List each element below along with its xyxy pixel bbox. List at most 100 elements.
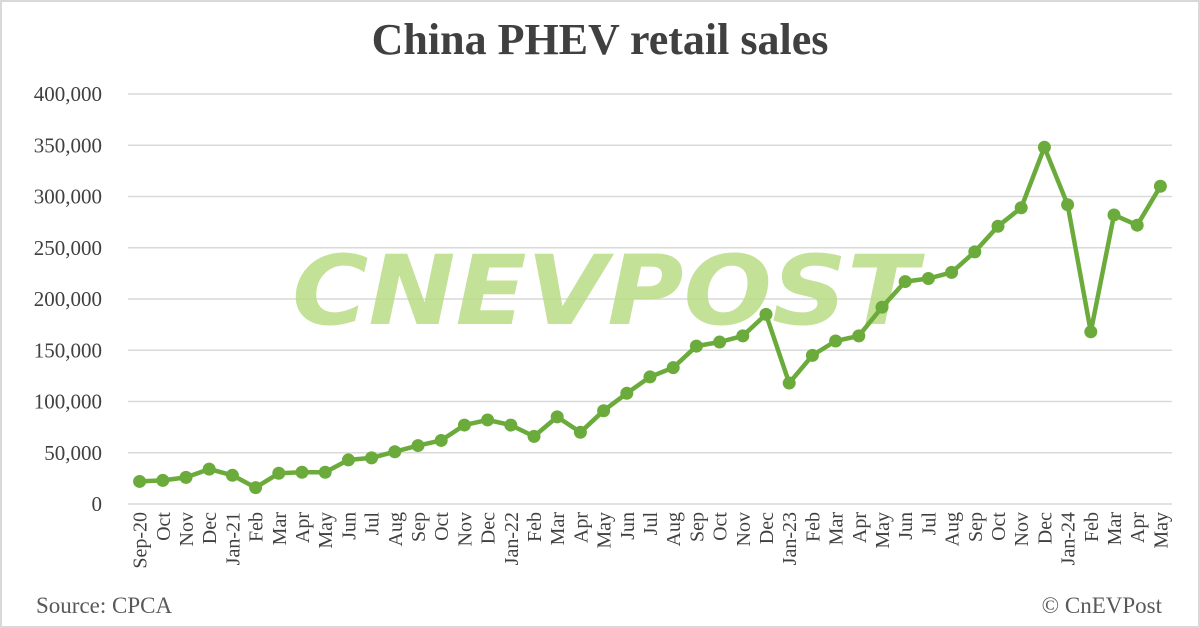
- data-point-marker: [550, 410, 564, 424]
- data-point-marker: [1130, 218, 1144, 232]
- gridlines: [128, 93, 1172, 505]
- x-tick-label: Jan-22: [501, 512, 523, 565]
- y-axis-labels: 0 50,000 100,000 150,000 200,000 250,000 300,0…: [34, 82, 102, 516]
- data-point-marker: [434, 433, 448, 447]
- data-point-marker: [225, 468, 239, 482]
- data-point-marker: [1084, 325, 1098, 339]
- data-point-marker: [736, 329, 750, 343]
- y-tick-label: 50,000: [44, 441, 102, 465]
- x-tick-label: Aug: [942, 512, 964, 546]
- copyright-note: © CnEVPost: [1041, 593, 1162, 618]
- y-tick-label: 0: [92, 492, 103, 516]
- data-point-marker: [713, 335, 727, 349]
- x-tick-label: Apr: [292, 512, 314, 543]
- x-tick-label: Jun: [617, 512, 639, 540]
- x-tick-label: Oct: [988, 512, 1010, 541]
- x-tick-label: Jun: [338, 512, 360, 540]
- data-point-marker: [620, 386, 634, 400]
- x-tick-label: Aug: [663, 512, 685, 546]
- data-point-marker: [666, 361, 680, 375]
- x-tick-label: Aug: [385, 512, 407, 546]
- x-tick-label: Nov: [1011, 512, 1033, 546]
- source-note: Source: CPCA: [36, 593, 173, 618]
- chart-title: China PHEV retail sales: [371, 15, 829, 64]
- x-tick-label: May: [315, 512, 337, 549]
- data-point-marker: [875, 300, 889, 314]
- y-tick-label: 400,000: [34, 82, 102, 106]
- x-tick-label: Dec: [199, 512, 221, 544]
- data-point-marker: [759, 307, 773, 321]
- x-tick-label: Jan-23: [779, 512, 801, 565]
- y-tick-label: 100,000: [34, 390, 102, 414]
- data-point-marker: [991, 219, 1005, 233]
- x-tick-label: Apr: [570, 512, 592, 543]
- x-tick-label: Jul: [640, 512, 662, 536]
- x-tick-label: Sep-20: [130, 512, 152, 569]
- data-point-marker: [782, 376, 796, 390]
- data-point-marker: [689, 339, 703, 353]
- data-point-marker: [365, 451, 379, 465]
- x-tick-label: Sep: [408, 512, 430, 542]
- data-point-marker: [179, 470, 193, 484]
- x-tick-label: Jul: [918, 512, 940, 536]
- data-point-marker: [898, 275, 912, 289]
- data-point-marker: [805, 348, 819, 362]
- watermark-text: CNEVPOST: [292, 235, 925, 347]
- x-axis-labels: Sep-20 Oct Nov Dec Jan-21 Feb Mar Apr May Jun Jul A…: [130, 512, 1173, 569]
- data-point-marker: [411, 439, 425, 453]
- y-tick-label: 350,000: [34, 133, 102, 157]
- data-point-marker: [829, 334, 843, 348]
- data-point-marker: [272, 466, 286, 480]
- x-tick-label: Jan-21: [222, 512, 244, 565]
- x-tick-label: Feb: [246, 512, 268, 542]
- x-tick-label: Sep: [686, 512, 708, 542]
- x-tick-label: Jul: [362, 512, 384, 536]
- x-tick-label: Oct: [710, 512, 732, 541]
- watermark-logo: CNEVPOST: [292, 235, 925, 347]
- data-point-marker: [921, 272, 935, 285]
- data-point-marker: [341, 453, 355, 467]
- y-tick-label: 250,000: [34, 236, 102, 260]
- data-point-marker: [1153, 179, 1167, 193]
- x-tick-label: May: [872, 512, 894, 549]
- x-tick-label: Dec: [478, 512, 500, 544]
- data-point-marker: [573, 425, 587, 439]
- data-point-marker: [1037, 140, 1051, 154]
- x-tick-label: May: [1150, 512, 1172, 549]
- data-point-marker: [1014, 201, 1028, 215]
- x-tick-label: Mar: [269, 512, 291, 546]
- y-tick-label: 300,000: [34, 185, 102, 209]
- data-point-marker: [504, 418, 518, 432]
- x-tick-label: Mar: [1104, 512, 1126, 546]
- y-tick-label: 200,000: [34, 287, 102, 311]
- data-point-marker: [852, 329, 866, 343]
- x-tick-label: Oct: [153, 512, 175, 541]
- y-tick-label: 150,000: [34, 338, 102, 362]
- x-tick-label: Feb: [1081, 512, 1103, 542]
- x-tick-label: Mar: [826, 512, 848, 546]
- data-point-marker: [295, 465, 309, 479]
- x-tick-label: Nov: [454, 512, 476, 546]
- data-point-marker: [945, 265, 959, 279]
- x-tick-label: Mar: [547, 512, 569, 546]
- data-point-marker: [388, 445, 402, 459]
- data-point-marker: [527, 429, 541, 443]
- x-tick-label: Dec: [1034, 512, 1056, 544]
- data-point-marker: [249, 481, 263, 495]
- x-tick-label: Apr: [1127, 512, 1149, 543]
- x-tick-label: Feb: [802, 512, 824, 542]
- data-point-marker: [481, 413, 495, 427]
- data-point-marker: [457, 418, 471, 432]
- x-tick-label: Sep: [965, 512, 987, 542]
- x-tick-label: Nov: [176, 512, 198, 546]
- data-point-marker: [968, 245, 982, 259]
- data-point-marker: [202, 462, 216, 476]
- x-tick-label: Nov: [733, 512, 755, 546]
- data-point-marker: [156, 473, 170, 487]
- x-tick-label: Jun: [895, 512, 917, 540]
- x-tick-label: Oct: [431, 512, 453, 541]
- x-tick-label: Feb: [524, 512, 546, 542]
- data-point-marker: [643, 370, 657, 384]
- x-tick-label: Jan-24: [1058, 512, 1080, 565]
